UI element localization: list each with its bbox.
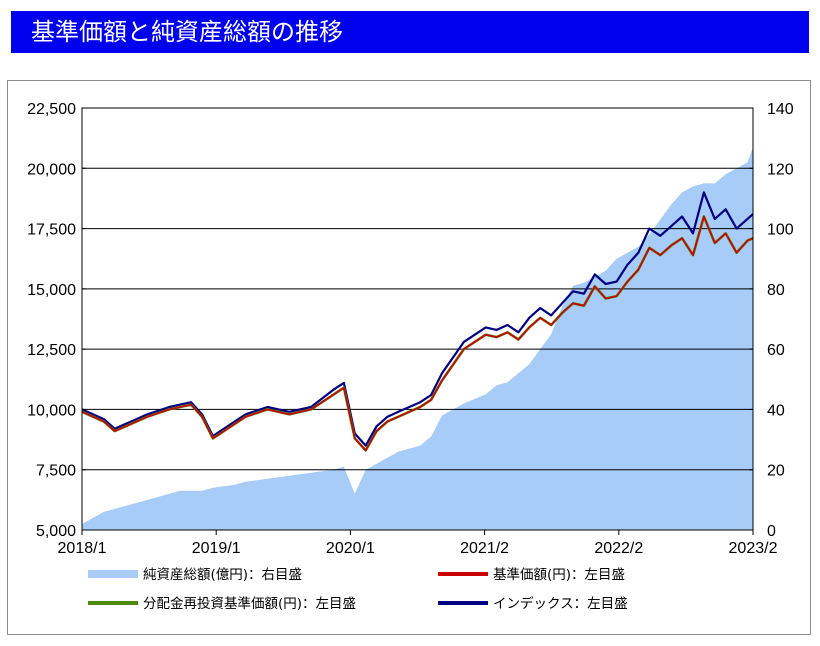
y-left-tick-label: 17,500 <box>27 222 76 239</box>
x-tick-label: 2019/1 <box>192 540 241 557</box>
y-left-tick-label: 5,000 <box>36 523 76 540</box>
y-left-tick-label: 20,000 <box>27 161 76 178</box>
page-title: 基準価額と純資産総額の推移 <box>31 18 343 46</box>
y-right-tick-label: 20 <box>767 463 785 480</box>
y-right-tick-label: 120 <box>767 161 794 178</box>
y-right-tick-label: 140 <box>767 101 794 118</box>
title-banner: 基準価額と純資産総額の推移 <box>11 11 809 53</box>
y-right-tick-label: 40 <box>767 402 785 419</box>
x-tick-label: 2020/1 <box>326 540 375 557</box>
x-tick-label: 2021/2 <box>460 540 509 557</box>
legend-label: 分配金再投資基準価額(円)：左目盛 <box>143 595 356 612</box>
plot-border <box>81 107 754 531</box>
y-right-tick-label: 100 <box>767 222 794 239</box>
legend-label: 純資産総額(億円)：右目盛 <box>143 567 302 583</box>
y-right-tick-label: 80 <box>767 282 785 299</box>
legend-swatch-area <box>88 570 138 578</box>
y-left-tick-label: 7,500 <box>36 463 76 480</box>
series-line-nav <box>81 215 754 452</box>
legend-label: インデックス：左目盛 <box>493 595 628 612</box>
series-area-net-assets <box>82 147 753 530</box>
y-left-tick-label: 22,500 <box>27 101 76 118</box>
y-right-tick-label: 0 <box>767 523 776 540</box>
y-left-tick-label: 15,000 <box>27 282 76 299</box>
y-left-tick-label: 10,000 <box>27 402 76 419</box>
chart-svg: 5,000 7,500 10,000 12,500 15,000 17,500 20,000… <box>27 101 794 612</box>
y-right-tick-label: 60 <box>767 342 785 359</box>
x-tick-label: 2023/2 <box>729 540 778 557</box>
x-tick-label: 2022/2 <box>594 540 643 557</box>
legend-label: 基準価額(円)：左目盛 <box>493 566 625 583</box>
x-tick-label: 2018/1 <box>58 540 107 557</box>
chart-frame: 5,000 7,500 10,000 12,500 15,000 17,500 20,000… <box>7 80 811 635</box>
y-left-tick-label: 12,500 <box>27 342 76 359</box>
